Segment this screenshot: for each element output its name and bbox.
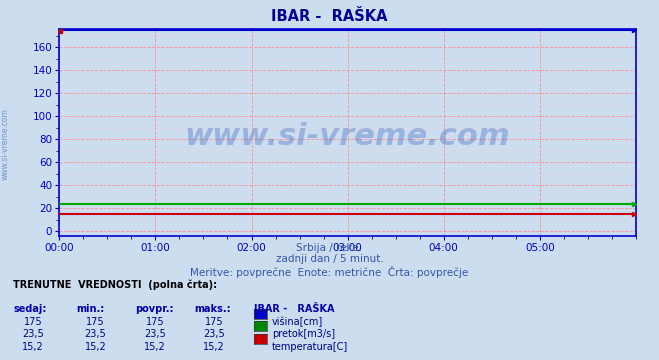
Text: maks.:: maks.: — [194, 304, 231, 314]
Text: zadnji dan / 5 minut.: zadnji dan / 5 minut. — [275, 254, 384, 264]
Text: www.si-vreme.com: www.si-vreme.com — [185, 122, 511, 151]
Text: 23,5: 23,5 — [144, 329, 166, 339]
Text: temperatura[C]: temperatura[C] — [272, 342, 349, 352]
Text: 175: 175 — [205, 317, 223, 327]
Text: 175: 175 — [146, 317, 164, 327]
Text: 15,2: 15,2 — [203, 342, 225, 352]
Text: 15,2: 15,2 — [22, 342, 44, 352]
Text: sedaj:: sedaj: — [13, 304, 47, 314]
Text: Srbija / reke.: Srbija / reke. — [297, 243, 362, 253]
Text: pretok[m3/s]: pretok[m3/s] — [272, 329, 335, 339]
Text: 23,5: 23,5 — [84, 329, 107, 339]
Text: 175: 175 — [24, 317, 42, 327]
Text: povpr.:: povpr.: — [135, 304, 173, 314]
Text: višina[cm]: višina[cm] — [272, 317, 324, 327]
Text: IBAR -  RAŠKA: IBAR - RAŠKA — [272, 9, 387, 24]
Text: TRENUTNE  VREDNOSTI  (polna črta):: TRENUTNE VREDNOSTI (polna črta): — [13, 279, 217, 289]
Text: 175: 175 — [86, 317, 105, 327]
Text: Meritve: povprečne  Enote: metrične  Črta: povprečje: Meritve: povprečne Enote: metrične Črta:… — [190, 266, 469, 278]
Text: www.si-vreme.com: www.si-vreme.com — [1, 108, 10, 180]
Text: IBAR -   RAŠKA: IBAR - RAŠKA — [254, 304, 334, 314]
Text: min.:: min.: — [76, 304, 104, 314]
Text: 15,2: 15,2 — [144, 342, 166, 352]
Text: 23,5: 23,5 — [22, 329, 44, 339]
Text: 23,5: 23,5 — [203, 329, 225, 339]
Text: 15,2: 15,2 — [84, 342, 107, 352]
